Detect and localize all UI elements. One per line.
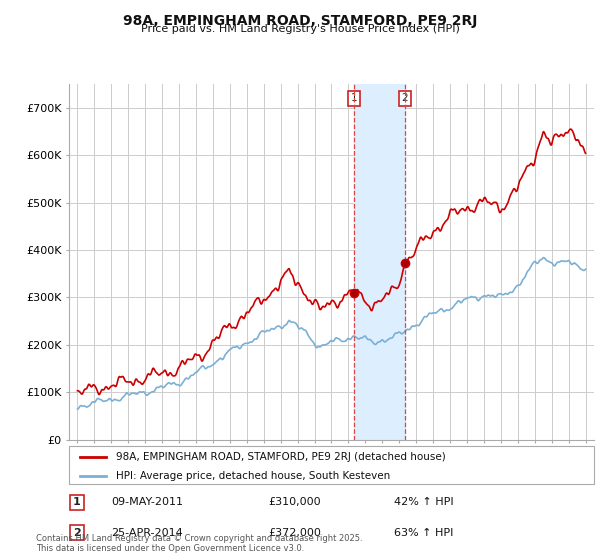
Text: 2: 2 (73, 528, 81, 538)
Bar (355, 84, 405, 440)
Text: 1: 1 (73, 497, 81, 507)
Text: 2: 2 (401, 93, 408, 103)
Text: 98A, EMPINGHAM ROAD, STAMFORD, PE9 2RJ (detached house): 98A, EMPINGHAM ROAD, STAMFORD, PE9 2RJ (… (116, 452, 446, 462)
Text: 98A, EMPINGHAM ROAD, STAMFORD, PE9 2RJ: 98A, EMPINGHAM ROAD, STAMFORD, PE9 2RJ (123, 14, 477, 28)
FancyBboxPatch shape (69, 446, 594, 484)
Text: 1: 1 (351, 93, 358, 103)
Text: 63% ↑ HPI: 63% ↑ HPI (395, 528, 454, 538)
Text: 42% ↑ HPI: 42% ↑ HPI (395, 497, 454, 507)
Text: £372,000: £372,000 (269, 528, 322, 538)
Text: 09-MAY-2011: 09-MAY-2011 (111, 497, 183, 507)
Text: £310,000: £310,000 (269, 497, 321, 507)
Text: HPI: Average price, detached house, South Kesteven: HPI: Average price, detached house, Sout… (116, 471, 391, 481)
Text: Contains HM Land Registry data © Crown copyright and database right 2025.
This d: Contains HM Land Registry data © Crown c… (36, 534, 362, 553)
Text: 25-APR-2014: 25-APR-2014 (111, 528, 183, 538)
Text: Price paid vs. HM Land Registry's House Price Index (HPI): Price paid vs. HM Land Registry's House … (140, 24, 460, 34)
